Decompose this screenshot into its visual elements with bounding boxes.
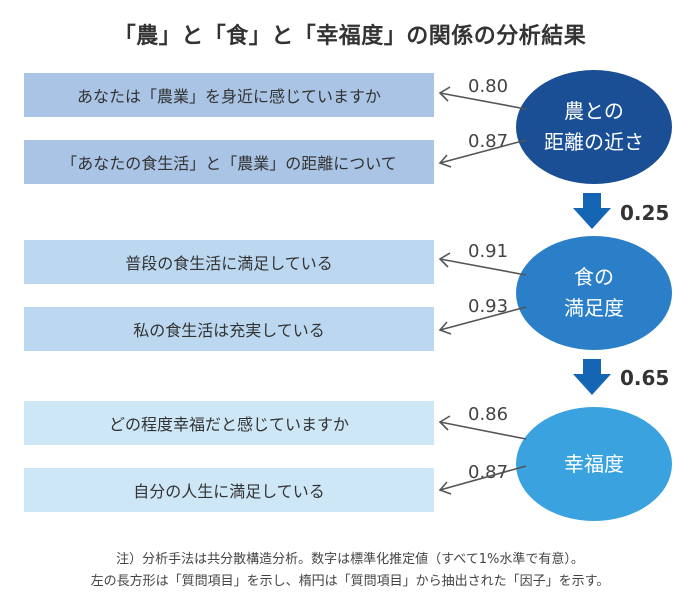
loading-arrow-head (438, 154, 452, 168)
path-arrows (573, 193, 611, 395)
question-box: 自分の人生に満足している (24, 468, 434, 512)
footnote-line: 左の長方形は「質問項目」を示し、楕円は「質問項目」から抽出された「因子」を示す。 (90, 574, 610, 589)
factor-label-line: 満足度 (564, 296, 624, 320)
factor-label-line: 幸福度 (564, 451, 624, 476)
factor-loading: 0.86 (468, 404, 509, 425)
path-arrow-down (573, 359, 611, 395)
question-box: あなたは「農業」を身近に感じていますか (24, 73, 434, 117)
footnote-line: 注）分析手法は共分散構造分析。数字は標準化推定値（すべて1%水準で有意）。 (116, 552, 584, 567)
path-coefficient: 0.65 (620, 366, 670, 390)
loading-arrow-head (438, 86, 451, 102)
loading-arrow-head (438, 252, 451, 268)
question-box: 「あなたの食生活」と「農業」の距離について (24, 140, 434, 184)
loading-arrow-head (438, 481, 452, 495)
page-title: 「農」と「食」と「幸福度」の関係の分析結果 (113, 24, 587, 49)
factor-loading: 0.91 (468, 241, 509, 262)
factor-loading: 0.93 (468, 296, 509, 317)
question-box: どの程度幸福だと感じていますか (24, 401, 434, 445)
loading-arrow-line (439, 139, 527, 164)
loading-arrow-head (438, 415, 451, 431)
factor-label-line: 距離の近さ (544, 130, 644, 154)
factor-ellipse-happiness: 幸福度 (516, 407, 672, 521)
question-box: 普段の食生活に満足している (24, 240, 434, 284)
path-coefficient: 0.25 (620, 201, 670, 225)
factor-ellipse-farm-closeness: 農との 距離の近さ (516, 70, 672, 184)
loading-arrow-line (439, 258, 527, 276)
factor-label-line: 農との (564, 99, 624, 123)
loading-arrow-line (439, 465, 527, 491)
loading-arrow-line (439, 306, 527, 331)
loading-arrow-line (439, 92, 527, 110)
path-arrow-down (573, 193, 611, 229)
factor-loading: 0.80 (468, 76, 509, 97)
loading-arrow-line (439, 421, 527, 440)
factor-ellipse-food-satisfaction: 食の 満足度 (516, 236, 672, 350)
question-box: 私の食生活は充実している (24, 307, 434, 351)
loading-arrow-head (438, 321, 452, 335)
factor-label-line: 食の (574, 265, 614, 289)
factor-loading: 0.87 (468, 462, 509, 483)
loading-arrows (438, 86, 527, 495)
